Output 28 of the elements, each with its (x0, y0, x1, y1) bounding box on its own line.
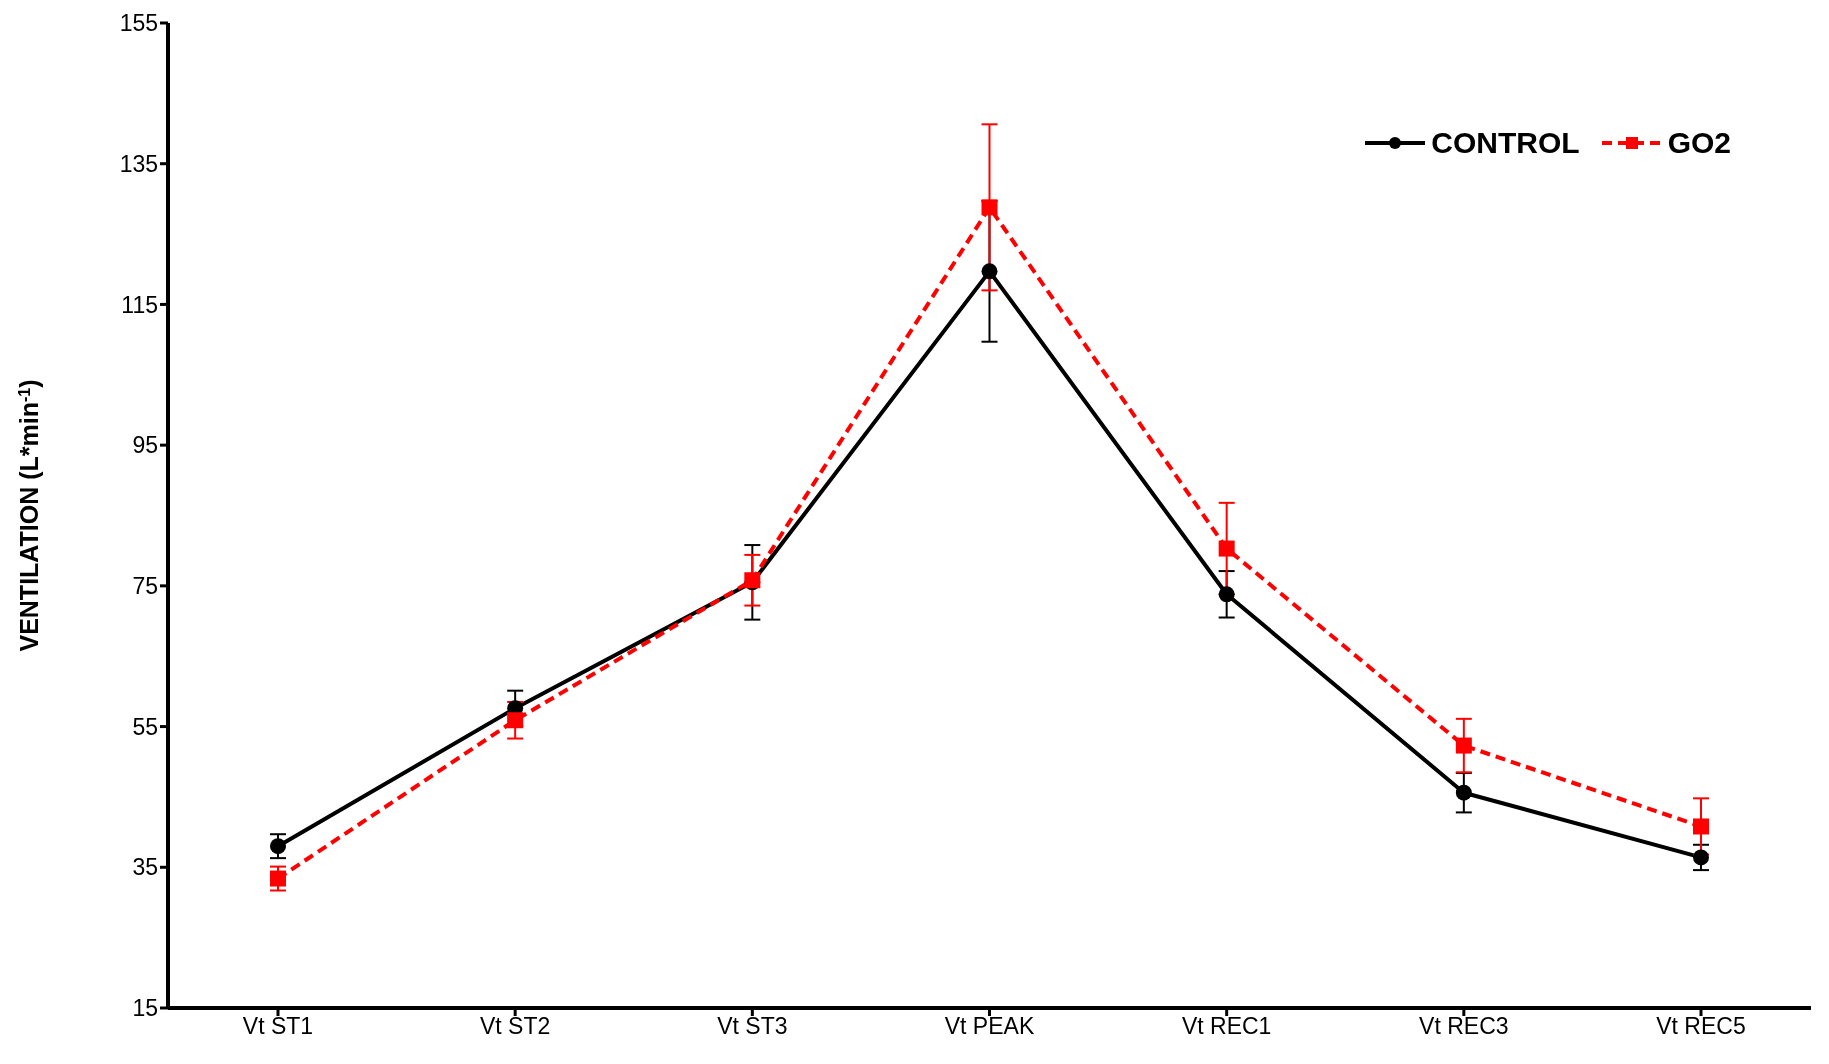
point (270, 838, 286, 855)
x-tick-label: Vt REC3 (1419, 1013, 1509, 1040)
x-tick-label: Vt ST2 (480, 1013, 551, 1040)
y-tick-label: 15 (132, 995, 158, 1022)
point (1693, 849, 1709, 866)
y-tick-label: 135 (119, 150, 158, 177)
legend-label: GO2 (1667, 126, 1731, 160)
legend-label: CONTROL (1431, 126, 1580, 160)
y-tick-label: 155 (119, 10, 158, 37)
point (1218, 586, 1235, 603)
x-tick-label: Vt PEAK (944, 1013, 1035, 1040)
y-tick-label: 75 (132, 573, 158, 600)
point (1455, 737, 1472, 754)
point (1693, 818, 1709, 835)
y-tick-label: 115 (121, 291, 158, 318)
x-tick-label: Vt REC5 (1656, 1013, 1746, 1040)
y-tick-label: 95 (132, 432, 158, 459)
point (981, 263, 998, 280)
y-tick-label: 55 (132, 713, 158, 740)
y-tick-label: 35 (132, 854, 158, 881)
point (1218, 540, 1235, 557)
x-tick-label: Vt ST3 (717, 1013, 788, 1040)
x-tick-label: Vt ST1 (242, 1013, 314, 1040)
x-tick-label: Vt REC1 (1181, 1013, 1272, 1040)
point (1455, 784, 1472, 801)
point (981, 199, 998, 216)
point (507, 712, 524, 729)
point (270, 870, 286, 887)
